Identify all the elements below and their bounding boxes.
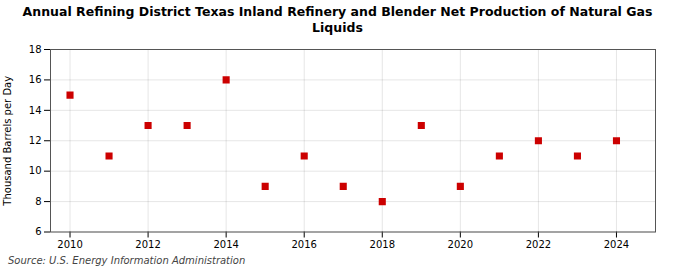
svg-text:8: 8 [35, 195, 41, 206]
svg-text:Thousand Barrels per Day: Thousand Barrels per Day [2, 75, 13, 206]
svg-text:14: 14 [29, 104, 42, 115]
svg-text:16: 16 [29, 74, 42, 85]
svg-text:2020: 2020 [448, 239, 473, 250]
svg-text:6: 6 [35, 226, 41, 237]
svg-text:2018: 2018 [370, 239, 395, 250]
svg-text:2024: 2024 [604, 239, 629, 250]
svg-text:2016: 2016 [291, 239, 316, 250]
svg-text:18: 18 [29, 43, 42, 54]
svg-text:2012: 2012 [135, 239, 160, 250]
svg-text:2022: 2022 [526, 239, 551, 250]
svg-text:2014: 2014 [213, 239, 238, 250]
html-text:Source: U.S. Energy Informatio: Source: U.S. Energy Information Administ… [8, 255, 246, 266]
svg-text:2010: 2010 [57, 239, 82, 250]
svg-text:10: 10 [29, 165, 42, 176]
html-text:Annual Refining District Texas: Annual Refining District Texas Inland Re… [22, 4, 653, 36]
svg-text:12: 12 [29, 134, 42, 145]
